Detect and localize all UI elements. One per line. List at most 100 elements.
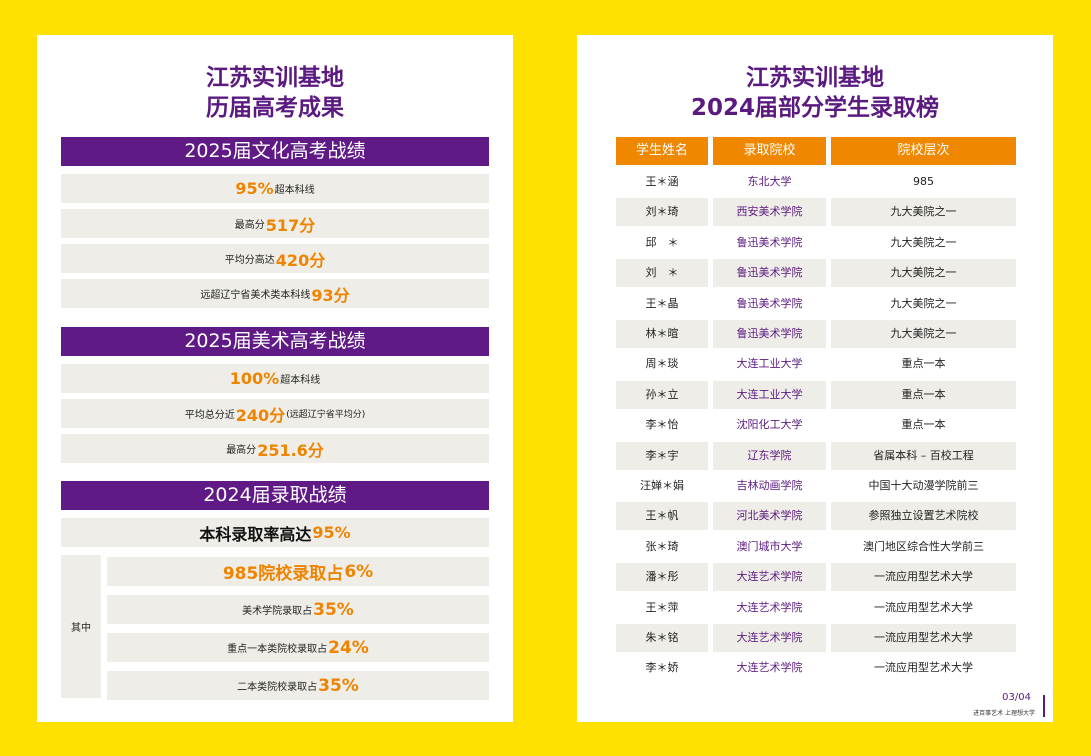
table-cell: 王＊萍 (645, 600, 679, 614)
table-cell: 九大美院之一 (831, 259, 1016, 288)
table-cell: 王＊晶 (645, 296, 679, 310)
table-cell: 周＊琰 (645, 357, 679, 371)
table-header: 录取院校 (713, 137, 826, 165)
table-cell: 九大美院之一 (890, 296, 957, 310)
table-cell: 李＊娇 (645, 661, 679, 675)
group-label: 其中 (61, 555, 101, 698)
text-segment: (远超辽宁省平均分) (286, 410, 366, 420)
table-cell: 吉林动画学院 (736, 479, 803, 492)
table-cell: 一流应用型艺术大学 (874, 600, 973, 614)
text-segment: 240分 (235, 405, 286, 425)
table-cell: 刘 ＊ (616, 259, 708, 288)
result-row: 远超辽宁省美术类本科线 93分 (61, 279, 489, 308)
table-cell: 大连工业大学 (736, 357, 803, 371)
table-cell: 大连工业大学 (713, 380, 826, 409)
table-cell: 东北大学 (747, 175, 792, 188)
table-cell: 王＊涵 (645, 175, 679, 188)
result-row: 100% 超本科线 (61, 364, 489, 393)
table-cell: 朱＊铭 (616, 624, 708, 652)
text-segment: 95% (312, 523, 351, 542)
text-segment: 35% (313, 599, 354, 620)
table-cell: 澳门地区综合性大学前三 (863, 539, 984, 553)
text-segment: 最高分 (234, 220, 265, 231)
table-cell: 王＊帆 (616, 502, 708, 531)
slogan: 进百事艺术 上理想大学 (973, 710, 1035, 717)
summary-row: 本科录取率高达 95% (61, 518, 489, 547)
result-row: 平均分高达 420分 (61, 244, 489, 273)
title: 江苏实训基地 (206, 65, 344, 91)
title: 2024届部分学生录取榜 (690, 95, 939, 121)
table-cell: 汪婵＊娟 (640, 479, 684, 492)
text-segment: 二本类院校录取占 (237, 682, 318, 693)
table-cell: 西安美术学院 (713, 198, 826, 227)
table-cell: 鲁迅美术学院 (736, 235, 803, 249)
table-cell: 一流应用型艺术大学 (874, 661, 973, 675)
text-segment: 平均总分近 (184, 410, 235, 421)
table-cell: 重点一本 (901, 357, 946, 371)
text-segment: 35% (318, 675, 359, 696)
table-cell: 九大美院之一 (831, 320, 1016, 348)
result-row: 重点一本类院校录取占 24% (107, 633, 489, 662)
section-heading: 2024届录取战绩 (61, 481, 489, 510)
divider (1043, 695, 1045, 717)
table-cell: 沈阳化工大学 (736, 418, 803, 432)
result-row: 95% 超本科线 (61, 174, 489, 203)
text-segment: 93分 (311, 285, 350, 305)
text-segment: 251.6分 (257, 440, 324, 460)
table-cell: 省属本科 – 百校工程 (831, 441, 1016, 470)
result-row: 最高分 517分 (61, 209, 489, 238)
text-segment: 517分 (265, 215, 316, 235)
text-segment: 6% (344, 561, 374, 582)
table-cell: 鲁迅美术学院 (713, 320, 826, 348)
table-cell: 大连艺术学院 (736, 600, 803, 614)
text-segment: 985院校录取占 (222, 564, 344, 584)
result-row: 985院校录取占 6% (107, 557, 489, 586)
text-segment: 超本科线 (280, 375, 321, 386)
table-cell: 重点一本 (831, 380, 1016, 409)
result-row: 最高分 251.6分 (61, 434, 489, 463)
table-cell: 九大美院之一 (831, 198, 1016, 227)
table-cell: 河北美术学院 (713, 502, 826, 531)
result-row: 美术学院录取占 35% (107, 595, 489, 624)
result-row: 平均总分近 240分 (远超辽宁省平均分) (61, 399, 489, 428)
right-panel: 江苏实训基地 2024届部分学生录取榜 03/04 进百事艺术 上理想大学 学生… (577, 35, 1053, 722)
table-cell: 中国十大动漫学院前三 (868, 479, 979, 492)
table-cell: 辽东学院 (713, 441, 826, 470)
left-panel: 江苏实训基地 历届高考成果 2025届文化高考战绩 95% 超本科线 最高分 517分平… (37, 35, 513, 722)
table-cell: 澳门城市大学 (736, 539, 803, 553)
table-cell: 李＊怡 (645, 418, 679, 432)
text-segment: 最高分 (226, 445, 257, 456)
text-segment: 95% (235, 179, 274, 198)
table-cell: 邱 ＊ (645, 235, 679, 249)
text-segment: 24% (328, 637, 369, 658)
table-cell: 重点一本 (901, 418, 946, 432)
text-segment: 平均分高达 (224, 255, 275, 266)
table-cell: 孙＊立 (616, 380, 708, 409)
section-heading: 2025届美术高考战绩 (61, 327, 489, 356)
text-segment: 100% (229, 369, 280, 388)
table-cell: 李＊宇 (616, 441, 708, 470)
text-segment: 远超辽宁省美术类本科线 (200, 290, 311, 301)
title: 江苏实训基地 (746, 65, 884, 91)
table-cell: 刘＊琦 (616, 198, 708, 227)
table-cell: 大连艺术学院 (736, 661, 803, 675)
title: 历届高考成果 (206, 95, 344, 121)
text-segment: 本科录取率高达 (199, 524, 312, 544)
table-cell: 大连艺术学院 (713, 563, 826, 592)
page-number: 03/04 (1002, 692, 1031, 703)
table-cell: 大连艺术学院 (713, 624, 826, 652)
result-row: 二本类院校录取占 35% (107, 671, 489, 700)
table-cell: 林＊暄 (616, 320, 708, 348)
section-heading: 2025届文化高考战绩 (61, 137, 489, 166)
table-header: 院校层次 (831, 137, 1016, 165)
text-segment: 超本科线 (274, 185, 315, 196)
table-header: 学生姓名 (616, 137, 708, 165)
table-cell: 鲁迅美术学院 (736, 296, 803, 310)
text-segment: 美术学院录取占 (242, 606, 313, 617)
table-cell: 参照独立设置艺术院校 (831, 502, 1016, 531)
table-cell: 一流应用型艺术大学 (831, 563, 1016, 592)
text-segment: 重点一本类院校录取占 (227, 644, 328, 655)
table-cell: 一流应用型艺术大学 (831, 624, 1016, 652)
table-cell: 张＊琦 (645, 539, 679, 553)
